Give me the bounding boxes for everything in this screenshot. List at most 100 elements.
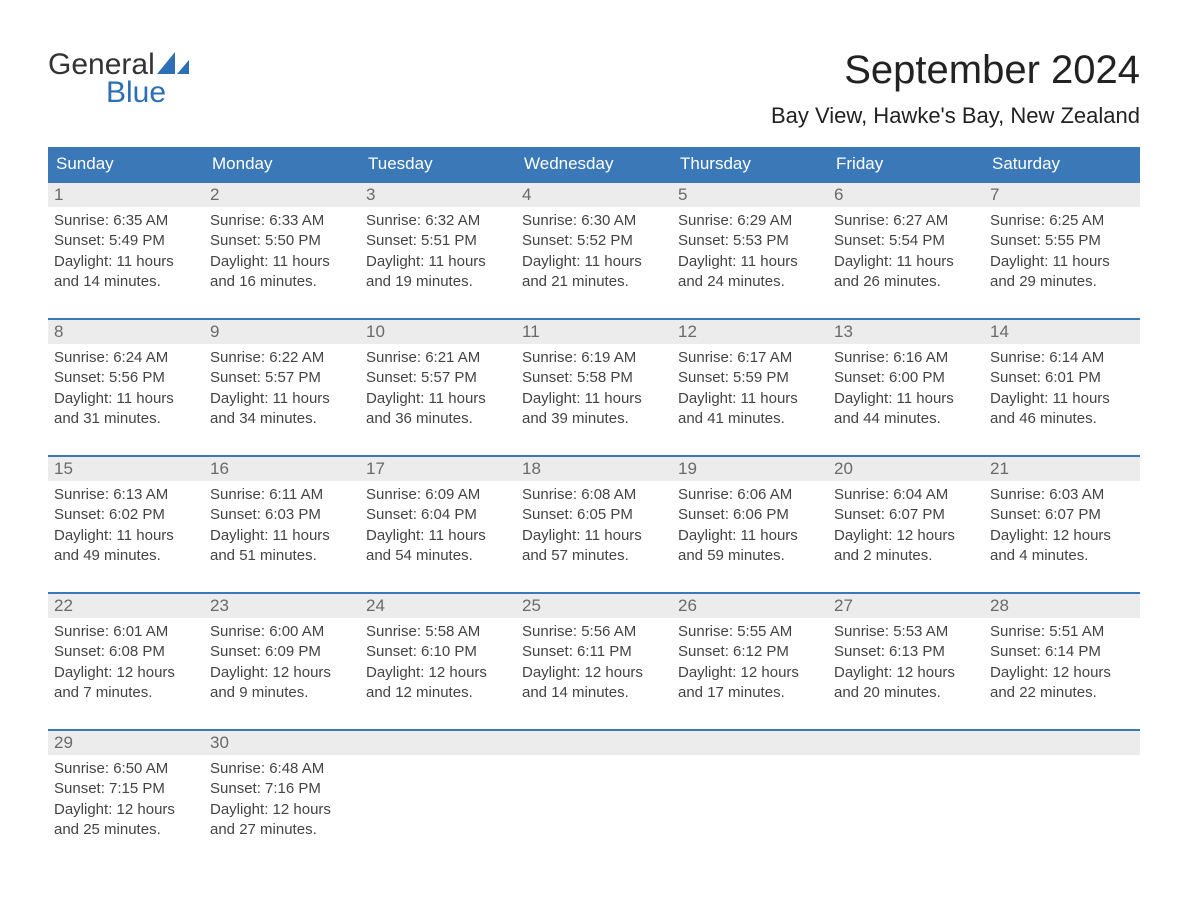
day-sunset: Sunset: 5:59 PM (678, 368, 822, 388)
dow-thursday: Thursday (672, 147, 828, 181)
day-sunset: Sunset: 6:04 PM (366, 505, 510, 525)
day-dl1: Daylight: 11 hours (678, 526, 822, 546)
day-details: Sunrise: 6:33 AMSunset: 5:50 PMDaylight:… (204, 207, 360, 296)
day-sunrise: Sunrise: 6:30 AM (522, 211, 666, 231)
day-sunset: Sunset: 5:58 PM (522, 368, 666, 388)
calendar-day (360, 731, 516, 844)
day-sunset: Sunset: 6:09 PM (210, 642, 354, 662)
day-dl1: Daylight: 11 hours (54, 389, 198, 409)
day-details: Sunrise: 6:08 AMSunset: 6:05 PMDaylight:… (516, 481, 672, 570)
calendar-day: 11Sunrise: 6:19 AMSunset: 5:58 PMDayligh… (516, 320, 672, 433)
day-dl1: Daylight: 12 hours (678, 663, 822, 683)
day-dl1: Daylight: 12 hours (834, 526, 978, 546)
day-number: 30 (204, 731, 360, 755)
day-sunrise: Sunrise: 6:24 AM (54, 348, 198, 368)
day-details: Sunrise: 6:24 AMSunset: 5:56 PMDaylight:… (48, 344, 204, 433)
calendar-day: 17Sunrise: 6:09 AMSunset: 6:04 PMDayligh… (360, 457, 516, 570)
day-details: Sunrise: 6:22 AMSunset: 5:57 PMDaylight:… (204, 344, 360, 433)
day-sunrise: Sunrise: 6:14 AM (990, 348, 1134, 368)
day-dl2: and 12 minutes. (366, 683, 510, 703)
day-details: Sunrise: 6:48 AMSunset: 7:16 PMDaylight:… (204, 755, 360, 844)
day-dl1: Daylight: 11 hours (522, 389, 666, 409)
calendar-day: 21Sunrise: 6:03 AMSunset: 6:07 PMDayligh… (984, 457, 1140, 570)
day-sunrise: Sunrise: 6:03 AM (990, 485, 1134, 505)
calendar-day (828, 731, 984, 844)
calendar-day: 16Sunrise: 6:11 AMSunset: 6:03 PMDayligh… (204, 457, 360, 570)
location-subtitle: Bay View, Hawke's Bay, New Zealand (771, 103, 1140, 129)
dow-friday: Friday (828, 147, 984, 181)
day-dl1: Daylight: 11 hours (210, 252, 354, 272)
calendar-day: 4Sunrise: 6:30 AMSunset: 5:52 PMDaylight… (516, 183, 672, 296)
day-dl1: Daylight: 12 hours (54, 800, 198, 820)
day-details: Sunrise: 6:35 AMSunset: 5:49 PMDaylight:… (48, 207, 204, 296)
day-number: 4 (516, 183, 672, 207)
calendar-day: 14Sunrise: 6:14 AMSunset: 6:01 PMDayligh… (984, 320, 1140, 433)
day-dl2: and 2 minutes. (834, 546, 978, 566)
day-dl1: Daylight: 12 hours (210, 800, 354, 820)
day-number: 13 (828, 320, 984, 344)
day-sunrise: Sunrise: 6:50 AM (54, 759, 198, 779)
day-sunrise: Sunrise: 6:19 AM (522, 348, 666, 368)
day-sunset: Sunset: 6:07 PM (990, 505, 1134, 525)
day-number: 21 (984, 457, 1140, 481)
day-sunrise: Sunrise: 6:06 AM (678, 485, 822, 505)
day-dl2: and 25 minutes. (54, 820, 198, 840)
dow-tuesday: Tuesday (360, 147, 516, 181)
dow-monday: Monday (204, 147, 360, 181)
calendar-day: 13Sunrise: 6:16 AMSunset: 6:00 PMDayligh… (828, 320, 984, 433)
day-details (672, 755, 828, 763)
day-dl1: Daylight: 11 hours (210, 389, 354, 409)
day-details: Sunrise: 5:53 AMSunset: 6:13 PMDaylight:… (828, 618, 984, 707)
calendar-day: 28Sunrise: 5:51 AMSunset: 6:14 PMDayligh… (984, 594, 1140, 707)
day-sunset: Sunset: 5:55 PM (990, 231, 1134, 251)
day-details: Sunrise: 6:04 AMSunset: 6:07 PMDaylight:… (828, 481, 984, 570)
calendar-day: 7Sunrise: 6:25 AMSunset: 5:55 PMDaylight… (984, 183, 1140, 296)
day-sunset: Sunset: 6:02 PM (54, 505, 198, 525)
day-number: 24 (360, 594, 516, 618)
day-sunrise: Sunrise: 6:11 AM (210, 485, 354, 505)
day-number: 19 (672, 457, 828, 481)
day-dl1: Daylight: 11 hours (834, 389, 978, 409)
day-dl1: Daylight: 11 hours (210, 526, 354, 546)
day-details: Sunrise: 6:11 AMSunset: 6:03 PMDaylight:… (204, 481, 360, 570)
day-dl2: and 46 minutes. (990, 409, 1134, 429)
calendar-day: 30Sunrise: 6:48 AMSunset: 7:16 PMDayligh… (204, 731, 360, 844)
day-sunset: Sunset: 5:57 PM (366, 368, 510, 388)
day-dl1: Daylight: 12 hours (54, 663, 198, 683)
day-number: 28 (984, 594, 1140, 618)
day-details: Sunrise: 5:55 AMSunset: 6:12 PMDaylight:… (672, 618, 828, 707)
calendar-day: 20Sunrise: 6:04 AMSunset: 6:07 PMDayligh… (828, 457, 984, 570)
calendar-day: 26Sunrise: 5:55 AMSunset: 6:12 PMDayligh… (672, 594, 828, 707)
day-details: Sunrise: 6:06 AMSunset: 6:06 PMDaylight:… (672, 481, 828, 570)
day-number: 10 (360, 320, 516, 344)
day-sunset: Sunset: 6:12 PM (678, 642, 822, 662)
day-dl2: and 21 minutes. (522, 272, 666, 292)
day-number: 22 (48, 594, 204, 618)
day-number: 26 (672, 594, 828, 618)
day-details: Sunrise: 6:25 AMSunset: 5:55 PMDaylight:… (984, 207, 1140, 296)
day-dl1: Daylight: 12 hours (834, 663, 978, 683)
day-sunset: Sunset: 5:53 PM (678, 231, 822, 251)
calendar-day (516, 731, 672, 844)
day-sunset: Sunset: 5:52 PM (522, 231, 666, 251)
calendar-day: 18Sunrise: 6:08 AMSunset: 6:05 PMDayligh… (516, 457, 672, 570)
dow-sunday: Sunday (48, 147, 204, 181)
day-dl2: and 19 minutes. (366, 272, 510, 292)
sail-icon (157, 52, 189, 79)
day-dl2: and 51 minutes. (210, 546, 354, 566)
day-number: 18 (516, 457, 672, 481)
day-dl1: Daylight: 11 hours (990, 252, 1134, 272)
day-number: 5 (672, 183, 828, 207)
day-dl2: and 24 minutes. (678, 272, 822, 292)
day-dl1: Daylight: 11 hours (522, 526, 666, 546)
day-details: Sunrise: 6:32 AMSunset: 5:51 PMDaylight:… (360, 207, 516, 296)
day-sunset: Sunset: 7:15 PM (54, 779, 198, 799)
day-sunset: Sunset: 6:05 PM (522, 505, 666, 525)
day-sunset: Sunset: 6:03 PM (210, 505, 354, 525)
day-sunrise: Sunrise: 6:00 AM (210, 622, 354, 642)
day-dl1: Daylight: 12 hours (990, 663, 1134, 683)
calendar-day: 23Sunrise: 6:00 AMSunset: 6:09 PMDayligh… (204, 594, 360, 707)
day-dl2: and 57 minutes. (522, 546, 666, 566)
day-sunrise: Sunrise: 6:32 AM (366, 211, 510, 231)
day-details: Sunrise: 5:51 AMSunset: 6:14 PMDaylight:… (984, 618, 1140, 707)
